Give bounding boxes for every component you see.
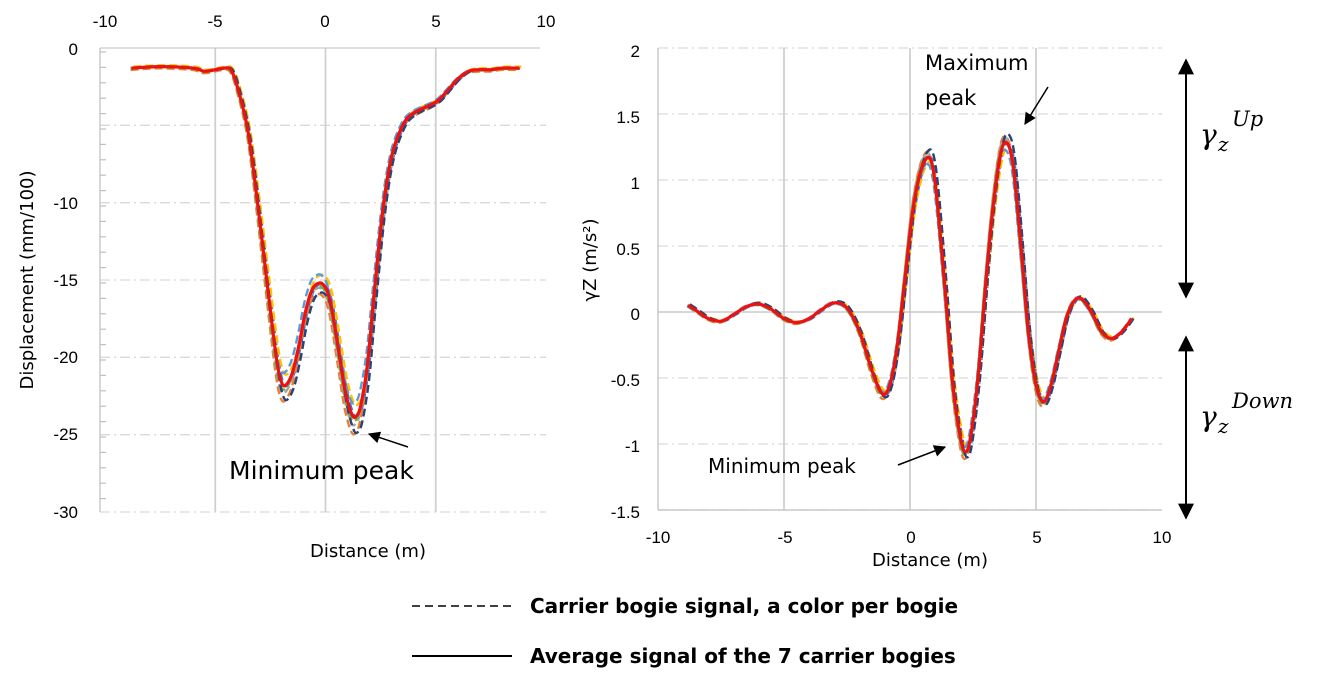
right-y-tick: -0.5	[611, 371, 640, 390]
right-x-tick: 0	[906, 528, 915, 547]
left-min-peak-label: Minimum peak	[229, 456, 414, 485]
left-x-tick: -10	[93, 12, 118, 31]
right-min-peak-label: Minimum peak	[708, 454, 856, 478]
right-average-line	[687, 140, 1134, 454]
right-y-tick: 1	[631, 174, 640, 193]
bogie-series-line	[130, 67, 519, 436]
legend-dashed-label: Carrier bogie signal, a color per bogie	[530, 594, 958, 618]
right-y-tick: 0	[631, 305, 640, 324]
gamma-down-symbol: γ	[1200, 400, 1217, 433]
right-y-tick: 0.5	[616, 240, 640, 259]
left-y-tick: 0	[69, 40, 78, 59]
right-max-peak-label-line2: peak	[925, 86, 977, 110]
left-grid	[100, 48, 546, 513]
left-average-line	[131, 65, 520, 420]
right-x-tick: 5	[1032, 528, 1041, 547]
bogie-series-line	[689, 132, 1135, 459]
bogie-series-line	[133, 63, 522, 407]
right-x-tick: 10	[1153, 528, 1172, 547]
left-min-peak-arrow	[367, 431, 409, 448]
right-y-tick: 1.5	[616, 108, 640, 127]
gamma-down-superscript: Down	[1231, 389, 1293, 413]
left-x-tick: 0	[320, 12, 329, 31]
right-x-tick: -5	[777, 528, 792, 547]
right-x-tick: -10	[646, 528, 671, 547]
left-x-tick: -5	[207, 12, 222, 31]
displacement-chart: -10 -5 0 5 10 0 -10 -15 -20 -25 -30 Disp…	[17, 12, 555, 562]
gamma-up-superscript: Up	[1232, 107, 1263, 131]
right-grid	[658, 47, 1162, 511]
gamma-up-subscript: z	[1217, 132, 1229, 156]
legend-solid-label: Average signal of the 7 carrier bogies	[530, 644, 956, 668]
left-y-tick: -10	[53, 194, 78, 213]
left-y-tick: -20	[53, 348, 78, 367]
bogie-series-line	[133, 65, 522, 419]
bogie-series-line	[689, 141, 1135, 454]
bogie-series-line	[133, 65, 522, 435]
right-y-tick: -1	[625, 437, 640, 456]
left-x-tick: 10	[537, 12, 556, 31]
acceleration-chart: 2 1.5 1 0.5 0 -0.5 -1 -1.5 -10 -5 0 5 10…	[580, 42, 1171, 571]
bogie-series-line	[130, 65, 519, 405]
left-y-tick: -30	[53, 503, 78, 522]
right-y-tick: -1.5	[611, 503, 640, 522]
gamma-annotations: γ z Up γ z Down	[1178, 58, 1293, 520]
left-y-minor-ticks	[100, 51, 106, 500]
left-x-axis-label: Distance (m)	[310, 541, 426, 562]
left-x-tick: 5	[431, 12, 440, 31]
right-y-axis-label: γZ (m/s²)	[580, 219, 601, 302]
left-y-tick: -25	[53, 425, 78, 444]
gamma-down-subscript: z	[1217, 414, 1229, 438]
right-max-peak-label-line1: Maximum	[925, 51, 1028, 75]
bogie-series-line	[689, 145, 1135, 449]
gamma-up-symbol: γ	[1200, 118, 1217, 151]
legend: Carrier bogie signal, a color per bogie …	[412, 594, 958, 668]
right-x-axis-label: Distance (m)	[872, 550, 988, 571]
bogie-series-line	[686, 148, 1132, 449]
right-max-peak-arrow	[1024, 86, 1049, 126]
right-min-peak-arrow	[897, 445, 947, 466]
left-y-tick: -15	[53, 271, 78, 290]
right-y-tick: 2	[631, 42, 640, 61]
left-y-axis-label: Displacement (mm/100)	[17, 171, 38, 390]
